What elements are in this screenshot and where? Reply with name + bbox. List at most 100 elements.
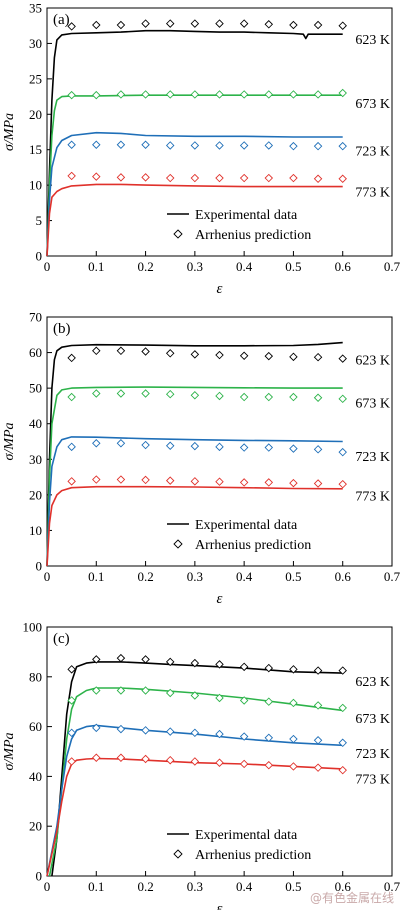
prediction-marker [190, 90, 200, 99]
prediction-marker [264, 351, 274, 361]
prediction-marker [239, 19, 249, 28]
prediction-marker [67, 477, 76, 486]
prediction-marker [289, 478, 298, 488]
prediction-marker [116, 140, 126, 149]
experimental-line [46, 724, 343, 877]
prediction-marker [338, 703, 347, 713]
prediction-marker [313, 701, 323, 710]
panel-label: (b) [53, 321, 71, 337]
prediction-marker [92, 439, 101, 448]
prediction-marker [165, 657, 175, 667]
x-tick-label: 0.5 [285, 879, 301, 894]
prediction-marker [141, 754, 150, 764]
legend-diamond-swatch [173, 849, 183, 859]
prediction-marker [338, 479, 347, 489]
prediction-marker [165, 389, 175, 399]
prediction-marker [289, 665, 298, 674]
prediction-marker [264, 90, 274, 99]
prediction-marker [141, 173, 150, 182]
prediction-marker [289, 352, 298, 362]
y-tick-label: 40 [29, 416, 42, 431]
prediction-marker [92, 90, 101, 100]
x-tick-label: 0.2 [137, 879, 153, 894]
prediction-marker [141, 655, 150, 664]
experimental-line [46, 386, 343, 567]
y-tick-label: 100 [23, 620, 43, 635]
prediction-marker [264, 478, 274, 487]
prediction-marker [190, 391, 200, 400]
watermark: @有色金属在线 [309, 891, 394, 905]
series-label: 673 K [355, 396, 390, 411]
x-axis-label: ε [217, 591, 223, 607]
prediction-marker [141, 347, 150, 356]
prediction-marker [190, 141, 200, 150]
prediction-marker [190, 173, 200, 183]
x-tick-label: 0.4 [236, 259, 253, 274]
prediction-marker [141, 389, 150, 398]
x-tick-label: 0.1 [88, 569, 104, 584]
y-tick-label: 20 [29, 819, 42, 834]
prediction-marker [190, 757, 200, 766]
y-tick-label: 50 [29, 381, 42, 396]
prediction-marker [313, 174, 323, 184]
prediction-marker [165, 688, 175, 698]
prediction-marker [239, 443, 249, 452]
prediction-marker [215, 141, 224, 150]
legend-diamond-swatch [173, 539, 183, 549]
y-tick-label: 30 [29, 36, 42, 51]
plot-frame [46, 626, 393, 877]
prediction-marker [92, 475, 101, 484]
prediction-marker [289, 173, 298, 183]
x-tick-label: 0.4 [236, 569, 253, 584]
prediction-marker [289, 762, 298, 771]
prediction-marker [338, 141, 347, 151]
prediction-marker [116, 475, 126, 484]
prediction-marker [264, 760, 274, 770]
y-tick-label: 0 [36, 559, 43, 574]
prediction-marker [67, 728, 76, 738]
prediction-marker [165, 727, 175, 736]
prediction-marker [141, 726, 150, 735]
prediction-marker [141, 475, 150, 485]
prediction-marker [116, 389, 126, 398]
x-tick-label: 0.3 [187, 569, 203, 584]
prediction-marker [92, 753, 101, 762]
prediction-marker [92, 723, 101, 733]
prediction-marker [165, 476, 175, 485]
prediction-marker [67, 665, 76, 674]
prediction-marker [338, 666, 347, 675]
prediction-marker [141, 686, 150, 695]
y-tick-label: 10 [29, 178, 42, 193]
prediction-marker [92, 172, 101, 181]
series-673-k: 673 K [46, 88, 390, 257]
x-tick-label: 0.7 [384, 259, 400, 274]
prediction-marker [141, 90, 150, 99]
series-label: 773 K [355, 773, 390, 788]
prediction-marker [264, 20, 274, 29]
series-label: 673 K [355, 712, 390, 727]
series-623-k: 623 K [46, 19, 390, 257]
prediction-marker [116, 90, 126, 99]
prediction-marker [289, 90, 298, 99]
prediction-marker [313, 736, 323, 745]
prediction-marker [116, 724, 126, 734]
y-tick-label: 40 [29, 769, 42, 784]
prediction-marker [67, 140, 76, 149]
prediction-marker [338, 88, 347, 98]
x-tick-label: 0.7 [384, 569, 400, 584]
prediction-marker [239, 696, 249, 705]
prediction-marker [215, 350, 224, 360]
prediction-marker [338, 447, 347, 457]
x-tick-label: 0.2 [137, 569, 153, 584]
legend-entry: Arrhenius prediction [195, 228, 311, 243]
prediction-marker [289, 444, 298, 453]
prediction-marker [215, 173, 224, 183]
prediction-marker [338, 174, 347, 184]
prediction-marker [67, 392, 76, 402]
prediction-marker [289, 141, 298, 151]
experimental-line [46, 485, 343, 567]
prediction-marker [67, 696, 76, 705]
experimental-line [46, 29, 343, 257]
plot-frame [46, 7, 393, 257]
prediction-marker [239, 478, 249, 487]
